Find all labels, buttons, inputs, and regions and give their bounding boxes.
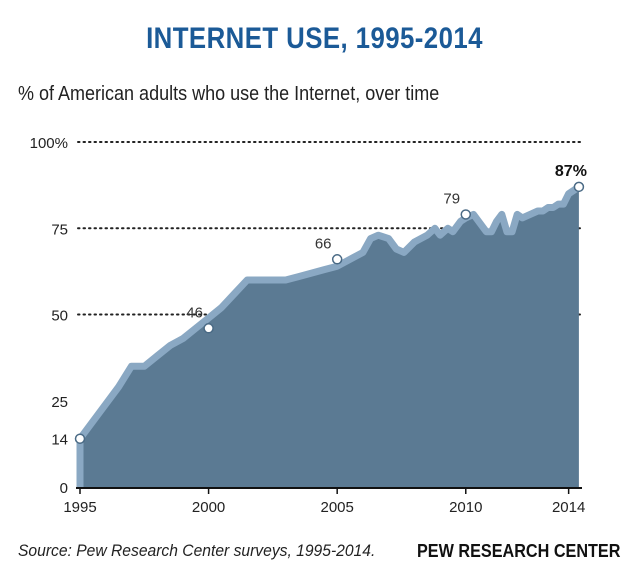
data-point-marker (203, 323, 214, 334)
y-tick-label: 50 (51, 308, 68, 325)
series-line (76, 183, 581, 487)
data-point-marker (74, 433, 86, 444)
data-label: 87% (555, 163, 587, 180)
x-tick-label: 2005 (320, 499, 353, 516)
x-tick-label: 2014 (552, 499, 585, 516)
area-fill (80, 186, 579, 487)
y-tick-label: 25 (51, 394, 68, 411)
chart-title: INTERNET USE, 1995-2014 (146, 22, 483, 55)
data-label: 46 (186, 304, 203, 321)
y-tick-label: 100% (30, 135, 68, 152)
data-label: 79 (443, 190, 460, 207)
data-point-marker (573, 181, 585, 193)
x-tick-label: 1995 (63, 499, 96, 516)
data-point-marker (331, 254, 343, 265)
y-tick-label: 75 (51, 221, 68, 238)
x-tick-label: 2000 (192, 499, 225, 516)
data-label: 66 (315, 235, 332, 252)
data-point-marker (460, 209, 472, 220)
brand-name: PEW RESEARCH CENTER (417, 541, 621, 561)
source-note: Source: Pew Research Center surveys, 199… (18, 541, 376, 560)
x-tick-label: 2010 (449, 499, 482, 516)
y-tick-label: 14 (51, 432, 68, 449)
chart-subtitle: % of American adults who use the Interne… (18, 83, 440, 105)
y-tick-label: 0 (60, 480, 68, 497)
